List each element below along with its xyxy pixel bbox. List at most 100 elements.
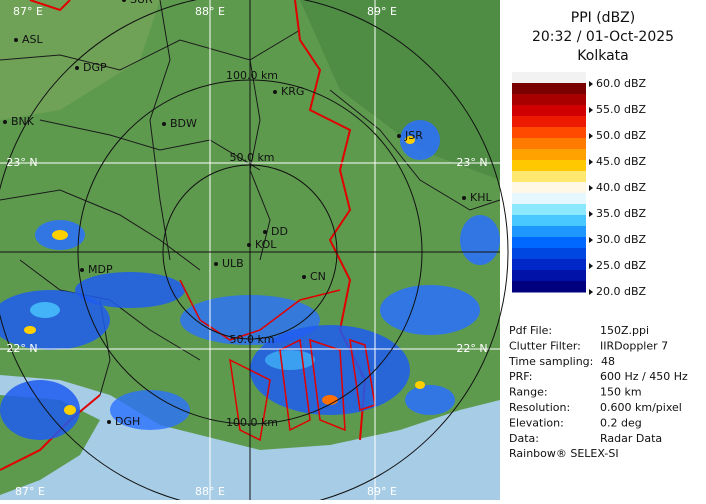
grid-label: 22° N — [456, 342, 487, 355]
scale-band — [512, 248, 586, 260]
info-key: Clutter Filter: — [509, 339, 581, 352]
city-dot — [273, 90, 277, 94]
info-value: Radar Data — [600, 432, 662, 445]
city-dot — [80, 268, 84, 272]
city-label: BNK — [11, 115, 35, 128]
info-value: 150Z.ppi — [600, 324, 649, 337]
scale-band — [512, 182, 586, 194]
scale-band — [512, 127, 586, 139]
city-label: DGH — [115, 415, 140, 428]
scale-arrow — [589, 237, 593, 243]
scale-arrow — [589, 107, 593, 113]
scale-label: 55.0 dBZ — [596, 103, 647, 116]
scale-band — [512, 259, 586, 271]
grid-label: 89° E — [367, 485, 397, 498]
scale-arrow — [589, 211, 593, 217]
range-rings — [0, 0, 509, 504]
grid-label: 87° E — [15, 485, 45, 498]
city-dot — [462, 196, 466, 200]
city-label: ASL — [22, 33, 44, 46]
city-label: SUR — [130, 0, 153, 6]
city-markers — [3, 0, 466, 424]
grid-label: 23° N — [456, 156, 487, 169]
info-value: 0.600 km/pixel — [600, 401, 682, 414]
scale-label: 35.0 dBZ — [596, 207, 647, 220]
scale-band — [512, 193, 586, 205]
info-key: PRF: — [509, 370, 532, 383]
scale-band — [512, 215, 586, 227]
info-key: Data: — [509, 432, 539, 445]
city-dot — [122, 0, 126, 2]
city-dot — [397, 134, 401, 138]
city-label: ULB — [222, 257, 244, 270]
info-table: Pdf File: 150Z.ppi Clutter Filter: IIRDoppl… — [508, 324, 688, 445]
info-key: Pdf File: — [509, 324, 552, 337]
scale-label: 60.0 dBZ — [596, 77, 647, 90]
scale-label: 30.0 dBZ — [596, 233, 647, 246]
info-key: Elevation: — [509, 416, 564, 429]
grid-label: 23° N — [6, 156, 37, 169]
scale-band — [512, 171, 586, 183]
scale-label: 45.0 dBZ — [596, 155, 647, 168]
city-label: KHL — [470, 191, 492, 204]
title: PPI (dBZ) — [571, 10, 635, 26]
city-dot — [14, 38, 18, 42]
timestamp: 20:32 / 01-Oct-2025 — [532, 29, 674, 45]
scale-band — [512, 138, 586, 150]
labels: 87° E 88° E 89° E 23° N 23° N 22° N 22° N 87° E… — [6, 0, 492, 498]
scale-band — [512, 83, 586, 95]
grid-label: 22° N — [6, 342, 37, 355]
city-dot — [3, 120, 7, 124]
grid-label: 88° E — [195, 485, 225, 498]
city-dot — [75, 66, 79, 70]
info-key: Resolution: — [509, 401, 570, 414]
city-label: DGP — [83, 61, 107, 74]
grid-label: 89° E — [367, 5, 397, 18]
info-key: Range: — [509, 386, 548, 399]
scale-label: 25.0 dBZ — [596, 259, 647, 272]
city-dot — [162, 122, 166, 126]
city-label: KOL — [255, 238, 277, 251]
city-label: CN — [310, 270, 326, 283]
scale-arrow — [589, 289, 593, 295]
city-dot — [302, 275, 306, 279]
info-value: IIRDoppler 7 — [600, 339, 668, 352]
scale-label: 40.0 dBZ — [596, 181, 647, 194]
city-label: DD — [271, 225, 288, 238]
scale-band — [512, 270, 586, 282]
scale-arrow — [589, 81, 593, 87]
range-label: 50.0 km — [229, 333, 274, 346]
scale-arrow — [589, 133, 593, 139]
scale-band — [512, 237, 586, 249]
scale-band — [512, 281, 586, 293]
scale-band — [512, 226, 586, 238]
footer: Rainbow® SELEX-SI — [509, 447, 619, 460]
color-scale: 60.0 dBZ 55.0 dBZ 50.0 dBZ 45.0 dBZ 40.0 dBZ… — [512, 72, 647, 298]
scale-band — [512, 160, 586, 172]
info-value: 600 Hz / 450 Hz — [600, 370, 688, 383]
scale-band — [512, 94, 586, 106]
info-key: Time sampling: — [508, 355, 593, 368]
scale-label: 20.0 dBZ — [596, 285, 647, 298]
city-label: MDP — [88, 263, 113, 276]
scale-band — [512, 72, 586, 84]
city-label: JSR — [404, 129, 423, 142]
info-value: 48 — [601, 355, 615, 368]
side-panel: PPI (dBZ) 20:32 / 01-Oct-2025 Kolkata 60… — [508, 10, 688, 460]
scale-arrow — [589, 263, 593, 269]
info-value: 150 km — [600, 386, 642, 399]
radar-echoes — [0, 120, 500, 440]
terrain — [300, 0, 500, 180]
city-label: BDW — [170, 117, 197, 130]
range-label: 50.0 km — [229, 151, 274, 164]
station: Kolkata — [577, 48, 628, 64]
city-dot — [247, 243, 251, 247]
range-label: 100.0 km — [226, 416, 278, 429]
city-dot — [107, 420, 111, 424]
grid-label: 88° E — [195, 5, 225, 18]
city-label: KRG — [281, 85, 304, 98]
scale-band — [512, 149, 586, 161]
city-dot — [214, 262, 218, 266]
range-label: 100.0 km — [226, 69, 278, 82]
